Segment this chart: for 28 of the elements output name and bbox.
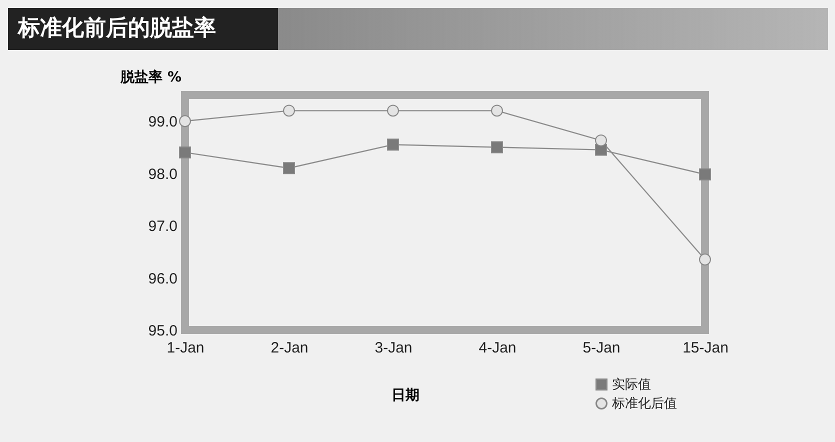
point bbox=[699, 168, 711, 180]
y-tick-label: 98.0 bbox=[148, 166, 178, 183]
y-tick-label: 99.0 bbox=[148, 114, 178, 131]
point bbox=[283, 162, 295, 174]
x-tick-label: 5-Jan bbox=[582, 340, 620, 356]
point bbox=[491, 104, 503, 117]
x-tick-label: 2-Jan bbox=[270, 340, 308, 356]
point bbox=[699, 254, 711, 266]
y-tick-label: 96.0 bbox=[148, 270, 178, 288]
point bbox=[595, 144, 607, 156]
x-tick-label: 4-Jan bbox=[478, 340, 516, 356]
y-tick-label: 95.0 bbox=[148, 322, 178, 340]
point bbox=[179, 115, 191, 128]
point bbox=[491, 141, 503, 154]
x-axis-title: 日期 bbox=[392, 388, 420, 404]
point bbox=[179, 146, 191, 158]
point bbox=[283, 104, 295, 117]
chart-title: 标准化前后的脱盐率 bbox=[18, 14, 216, 43]
x-tick-label: 3-Jan bbox=[374, 340, 412, 356]
x-tick-label: 15-Jan bbox=[682, 340, 728, 356]
point bbox=[387, 104, 399, 117]
legend-label: 标准化后值 bbox=[611, 396, 677, 412]
legend-label: 实际值 bbox=[612, 378, 651, 392]
point bbox=[387, 138, 399, 151]
x-tick-label: 1-Jan bbox=[166, 340, 204, 356]
y-tick-label: 97.0 bbox=[148, 218, 178, 236]
y-axis-title: 脱盐率 % bbox=[120, 68, 182, 86]
point bbox=[595, 134, 607, 146]
